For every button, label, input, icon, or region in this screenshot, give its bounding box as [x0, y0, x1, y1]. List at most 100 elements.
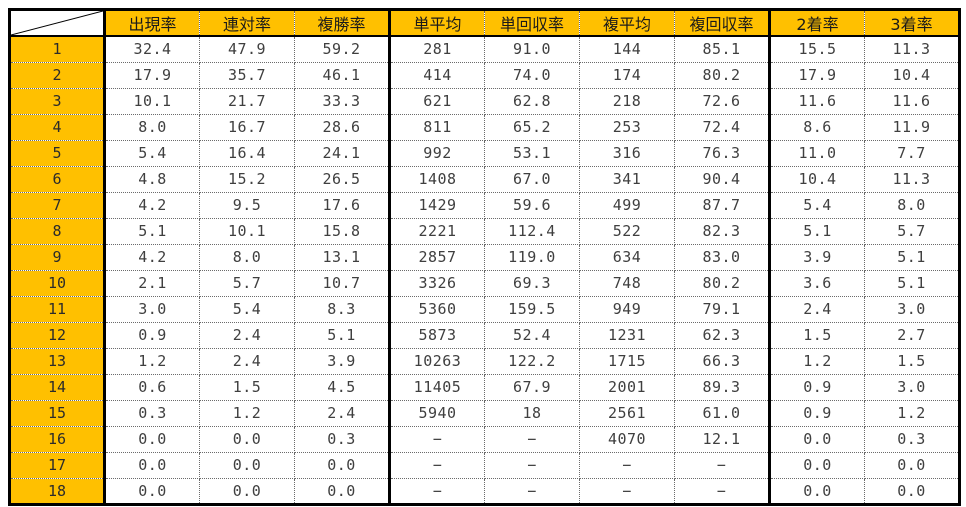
table-cell: 72.6	[674, 87, 771, 115]
table-cell: 0.3	[294, 425, 391, 453]
table-cell: 2221	[389, 217, 485, 245]
table-cell: 811	[389, 113, 485, 141]
table-cell: 72.4	[674, 113, 771, 141]
table-cell: 21.7	[199, 87, 295, 115]
column-header: 複回収率	[674, 9, 771, 37]
table-cell: −	[484, 451, 580, 479]
table-cell: 2.7	[864, 321, 960, 349]
table-cell: 8.0	[864, 191, 960, 219]
table-cell: 4.2	[104, 191, 200, 219]
table-cell: 11.6	[864, 87, 960, 115]
table-cell: 0.0	[199, 451, 295, 479]
row-label: 10	[9, 269, 106, 297]
table-cell: 5.1	[294, 321, 391, 349]
table-cell: 79.1	[674, 295, 771, 323]
table-cell: 7.7	[864, 139, 960, 167]
table-row: 10 2.1 5.7 10.7 3326 69.3 748 80.2 3.6 5.1	[9, 269, 960, 297]
table-cell: 1408	[389, 165, 485, 193]
table-cell: 13.1	[294, 243, 391, 271]
table-cell: 18	[484, 399, 580, 427]
table-cell: 499	[579, 191, 675, 219]
table-cell: 28.6	[294, 113, 391, 141]
table-cell: 3326	[389, 269, 485, 297]
table-cell: 5.4	[104, 139, 200, 167]
table-cell: 0.9	[769, 373, 865, 401]
table-cell: 5.1	[769, 217, 865, 245]
table-cell: 1.2	[769, 347, 865, 375]
table-cell: 522	[579, 217, 675, 245]
table-cell: 0.0	[104, 425, 200, 453]
table-cell: 0.0	[864, 477, 960, 505]
table-cell: 5.1	[864, 269, 960, 297]
table-cell: 0.0	[104, 451, 200, 479]
table-cell: 1429	[389, 191, 485, 219]
table-cell: 67.9	[484, 373, 580, 401]
row-label: 5	[9, 139, 106, 167]
table-cell: 2.4	[769, 295, 865, 323]
row-label: 9	[9, 243, 106, 271]
table-cell: 47.9	[199, 35, 295, 63]
table-row: 7 4.2 9.5 17.6 1429 59.6 499 87.7 5.4 8.0	[9, 191, 960, 219]
table-cell: 0.3	[104, 399, 200, 427]
spreadsheet-region: 出現率 連対率 複勝率 単平均 単回収率 複平均 複回収率 2着率 3着率 1 32.4 47.9 5…	[8, 8, 961, 506]
table-cell: 5.4	[769, 191, 865, 219]
table-cell: 5.1	[864, 243, 960, 271]
table-cell: 4.8	[104, 165, 200, 193]
table-cell: 2.1	[104, 269, 200, 297]
table-cell: 2.4	[199, 347, 295, 375]
row-label: 6	[9, 165, 106, 193]
table-cell: 5.4	[199, 295, 295, 323]
row-label: 11	[9, 295, 106, 323]
table-cell: 8.0	[104, 113, 200, 141]
table-cell: 0.0	[769, 477, 865, 505]
table-cell: 1.5	[769, 321, 865, 349]
table-cell: 0.9	[769, 399, 865, 427]
table-cell: 159.5	[484, 295, 580, 323]
table-cell: 2.4	[294, 399, 391, 427]
table-row: 4 8.0 16.7 28.6 811 65.2 253 72.4 8.6 11.9	[9, 113, 960, 141]
table-cell: 119.0	[484, 243, 580, 271]
table-cell: 26.5	[294, 165, 391, 193]
stats-table: 出現率 連対率 複勝率 単平均 単回収率 複平均 複回収率 2着率 3着率 1 32.4 47.9 5…	[8, 8, 961, 506]
table-cell: 59.6	[484, 191, 580, 219]
table-cell: 52.4	[484, 321, 580, 349]
table-cell: 0.0	[769, 425, 865, 453]
table-row: 6 4.8 15.2 26.5 1408 67.0 341 90.4 10.4 11.3	[9, 165, 960, 193]
table-cell: 65.2	[484, 113, 580, 141]
table-cell: 1.2	[104, 347, 200, 375]
table-cell: −	[389, 451, 485, 479]
table-cell: 10.1	[199, 217, 295, 245]
table-cell: 11.9	[864, 113, 960, 141]
table-cell: 5940	[389, 399, 485, 427]
table-cell: −	[579, 477, 675, 505]
table-cell: 3.9	[294, 347, 391, 375]
table-cell: 8.3	[294, 295, 391, 323]
table-cell: 2857	[389, 243, 485, 271]
table-cell: 0.0	[199, 425, 295, 453]
table-cell: 5.1	[104, 217, 200, 245]
table-cell: 11405	[389, 373, 485, 401]
table-cell: 5873	[389, 321, 485, 349]
table-cell: 341	[579, 165, 675, 193]
column-header: 単回収率	[484, 9, 580, 37]
table-row: 15 0.3 1.2 2.4 5940 18 2561 61.0 0.9 1.2	[9, 399, 960, 427]
table-cell: 69.3	[484, 269, 580, 297]
table-row: 2 17.9 35.7 46.1 414 74.0 174 80.2 17.9 10.4	[9, 61, 960, 89]
column-header: 単平均	[389, 9, 485, 37]
table-cell: 621	[389, 87, 485, 115]
table-cell: 414	[389, 61, 485, 89]
table-cell: 17.9	[769, 61, 865, 89]
table-cell: 2561	[579, 399, 675, 427]
table-cell: 3.0	[864, 373, 960, 401]
table-cell: 35.7	[199, 61, 295, 89]
table-cell: −	[484, 425, 580, 453]
table-cell: 15.2	[199, 165, 295, 193]
table-cell: 74.0	[484, 61, 580, 89]
table-cell: 59.2	[294, 35, 391, 63]
row-label: 4	[9, 113, 106, 141]
table-cell: 1.2	[864, 399, 960, 427]
table-cell: 0.0	[104, 477, 200, 505]
row-label: 17	[9, 451, 106, 479]
table-cell: 992	[389, 139, 485, 167]
table-cell: 91.0	[484, 35, 580, 63]
